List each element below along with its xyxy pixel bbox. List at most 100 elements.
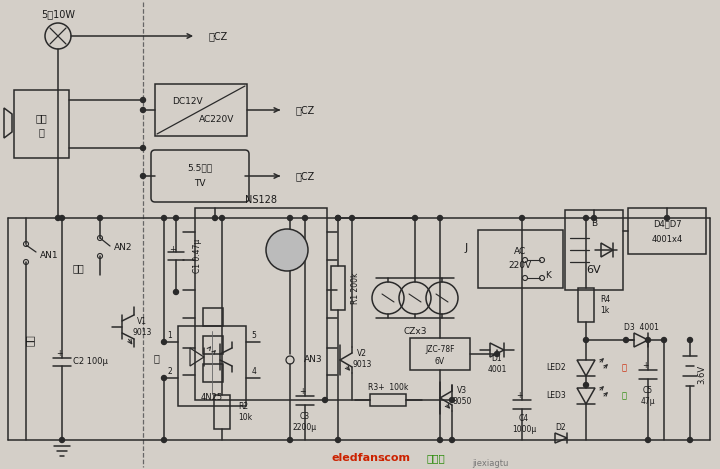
Text: J: J: [464, 243, 467, 253]
Bar: [178, 326, 246, 406]
Circle shape: [583, 338, 588, 342]
Text: C1 0.47μ: C1 0.47μ: [194, 239, 202, 273]
Text: R2
10k: R2 10k: [238, 402, 252, 422]
Text: 5～10W: 5～10W: [41, 9, 75, 19]
Circle shape: [520, 215, 524, 220]
Circle shape: [60, 215, 65, 220]
Text: 的优化: 的优化: [427, 453, 446, 463]
Circle shape: [646, 338, 650, 342]
Text: 220V: 220V: [508, 262, 531, 271]
Text: 4001x4: 4001x4: [652, 235, 683, 244]
Text: AN3: AN3: [304, 356, 323, 364]
Text: 头: 头: [38, 127, 44, 137]
Circle shape: [174, 215, 179, 220]
Circle shape: [624, 338, 629, 342]
Text: LED2: LED2: [546, 363, 566, 372]
Text: C3
2200μ: C3 2200μ: [293, 412, 317, 431]
Circle shape: [592, 215, 596, 220]
Bar: [195, 208, 327, 400]
Text: 5.5英寸: 5.5英寸: [187, 164, 212, 173]
Text: C5
47μ: C5 47μ: [641, 386, 655, 406]
Circle shape: [266, 229, 308, 271]
Text: +: +: [299, 387, 305, 396]
Bar: [203, 308, 223, 326]
Text: R4
1k: R4 1k: [600, 295, 611, 315]
Text: V3
8050: V3 8050: [452, 386, 472, 406]
Text: 绿: 绿: [621, 392, 626, 401]
Circle shape: [323, 398, 328, 402]
Circle shape: [287, 215, 292, 220]
Circle shape: [646, 438, 650, 442]
Circle shape: [161, 215, 166, 220]
Text: AN1: AN1: [40, 250, 58, 259]
Text: 6V: 6V: [587, 265, 601, 275]
Circle shape: [140, 145, 145, 151]
Text: 4N25: 4N25: [201, 393, 223, 402]
Circle shape: [583, 215, 588, 220]
Circle shape: [583, 383, 588, 387]
Text: C4
1000μ: C4 1000μ: [512, 414, 536, 434]
Bar: [203, 336, 223, 354]
Circle shape: [662, 338, 667, 342]
Circle shape: [161, 376, 166, 380]
Text: eledfans: eledfans: [331, 453, 384, 463]
Text: LED3: LED3: [546, 392, 566, 401]
Text: 插CZ: 插CZ: [295, 105, 315, 115]
Text: AN2: AN2: [114, 243, 132, 252]
Bar: [370, 394, 406, 406]
Text: NS128: NS128: [245, 195, 277, 205]
Text: 1: 1: [168, 332, 172, 340]
Text: +: +: [516, 392, 522, 401]
Text: 6V: 6V: [435, 357, 445, 366]
Circle shape: [287, 438, 292, 442]
Text: .com: .com: [381, 453, 411, 463]
Circle shape: [336, 215, 341, 220]
Circle shape: [55, 215, 60, 220]
Circle shape: [212, 215, 217, 220]
Circle shape: [449, 398, 454, 402]
Text: CZx3: CZx3: [403, 327, 427, 336]
Text: TV: TV: [194, 180, 206, 189]
Bar: [565, 210, 623, 290]
Circle shape: [336, 215, 341, 220]
Text: 3.6V: 3.6V: [698, 364, 706, 384]
Bar: [628, 208, 706, 254]
Text: V1
9013: V1 9013: [132, 318, 152, 337]
Text: B: B: [591, 219, 597, 228]
Text: 门外: 门外: [25, 334, 35, 346]
Text: 红: 红: [621, 363, 626, 372]
Text: 插CZ: 插CZ: [208, 31, 228, 41]
Circle shape: [665, 215, 670, 220]
Text: K: K: [545, 271, 551, 280]
Bar: [214, 395, 230, 429]
Text: JZC-78F: JZC-78F: [426, 346, 455, 355]
Text: R1 200k: R1 200k: [351, 272, 361, 304]
Circle shape: [688, 438, 693, 442]
Bar: [578, 288, 594, 322]
Text: R3+  100k: R3+ 100k: [368, 383, 408, 392]
Text: 摄像: 摄像: [35, 113, 47, 123]
Circle shape: [438, 215, 443, 220]
Circle shape: [302, 215, 307, 220]
Text: jiexiagtu: jiexiagtu: [472, 459, 508, 468]
Bar: [14, 90, 69, 158]
Circle shape: [336, 438, 341, 442]
Circle shape: [161, 438, 166, 442]
Text: D2: D2: [556, 424, 567, 432]
Circle shape: [220, 215, 225, 220]
Bar: [331, 266, 345, 310]
Text: 绿: 绿: [153, 353, 159, 363]
Text: 5: 5: [251, 332, 256, 340]
Bar: [410, 338, 470, 370]
Circle shape: [140, 98, 145, 103]
Circle shape: [413, 215, 418, 220]
Circle shape: [161, 340, 166, 345]
Circle shape: [140, 174, 145, 179]
Circle shape: [174, 289, 179, 295]
Text: D3  4001: D3 4001: [624, 324, 658, 333]
Text: AC: AC: [514, 248, 526, 257]
Text: 插CZ: 插CZ: [295, 171, 315, 181]
Circle shape: [97, 215, 102, 220]
Bar: [478, 230, 563, 288]
Text: D4～D7: D4～D7: [653, 219, 681, 228]
